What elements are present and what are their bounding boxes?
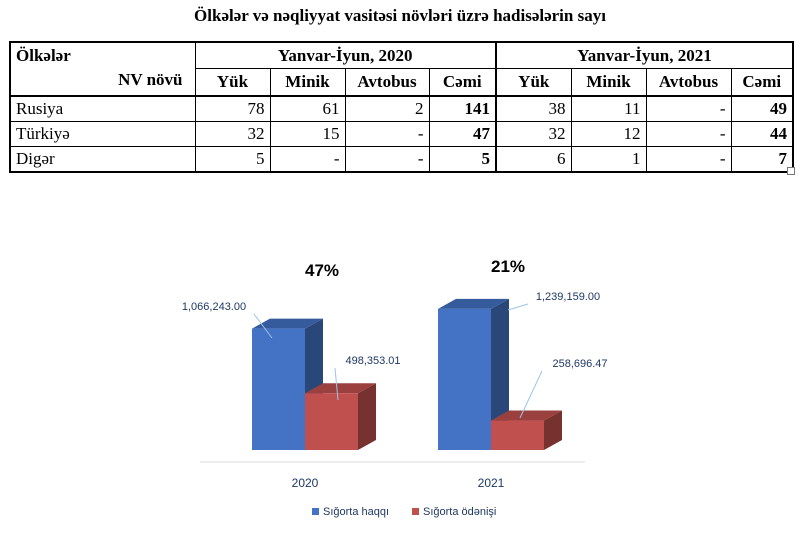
bar-sığorta-haqqı-2021 (438, 308, 491, 450)
value-cell: 32 (495, 121, 572, 147)
value-cell: 32 (194, 121, 271, 147)
value-cell: - (269, 146, 346, 173)
bar-top-face (438, 298, 509, 309)
data-label: 258,696.47 (552, 358, 607, 370)
data-label-leader (519, 370, 543, 419)
bar-side-face (544, 410, 562, 450)
country-cell: Türkiyə (9, 121, 196, 147)
column-header: Cəmi (428, 68, 497, 97)
corner-header: Ölkələr NV növü (9, 41, 196, 97)
category-label: 2021 (478, 476, 505, 490)
corner-countries-label: Ölkələr (16, 46, 71, 65)
column-header: Minik (269, 68, 346, 97)
column-header: Cəmi (730, 68, 794, 97)
column-header: Avtobus (344, 68, 430, 97)
value-cell: 2 (344, 95, 430, 122)
value-cell: - (645, 146, 732, 173)
value-cell: 11 (570, 95, 647, 122)
bar-sığorta-ödənişi-2021 (491, 420, 544, 450)
column-header: Yük (194, 68, 271, 97)
value-cell: - (645, 95, 732, 122)
legend-swatch (412, 508, 419, 515)
incidents-table: Ölkələr NV növü Yanvar-İyun, 2020 Yanvar… (9, 41, 795, 173)
total-cell: 141 (428, 95, 497, 122)
resize-handle[interactable] (787, 167, 795, 175)
table-row: Rusiya 78 61 2 141 38 11 - 49 (9, 95, 794, 122)
column-header: Avtobus (645, 68, 732, 97)
legend-swatch (312, 508, 319, 515)
data-label-leader (253, 313, 273, 339)
category-label: 2020 (292, 476, 319, 490)
column-header: Yük (495, 68, 572, 97)
percent-annotation: 47% (305, 261, 339, 280)
data-label-leader (334, 367, 339, 401)
table-row: Türkiyə 32 15 - 47 32 12 - 44 (9, 121, 794, 147)
value-cell: 6 (495, 146, 572, 173)
bar-sığorta-ödənişi-2020 (305, 393, 358, 450)
column-header: Minik (570, 68, 647, 97)
corner-vehicle-type-label: NV növü (118, 70, 183, 89)
bar-top-face (252, 318, 323, 329)
value-cell: 1 (570, 146, 647, 173)
table-title: Ölkələr və nəqliyyat vasitəsi növləri üz… (194, 6, 606, 25)
value-cell: 5 (194, 146, 271, 173)
value-cell: 38 (495, 95, 572, 122)
value-cell: - (344, 146, 430, 173)
insurance-bar-chart: 1,066,243.00 498,353.01 47% 2020 1,239,159.0… (182, 257, 608, 518)
data-label: 1,066,243.00 (182, 301, 246, 313)
table-row: Digər 5 - - 5 6 1 - 7 (9, 146, 794, 173)
legend-entry: Sığorta ödənişi (423, 506, 496, 518)
country-cell: Digər (9, 146, 196, 173)
value-cell: - (344, 121, 430, 147)
value-cell: 61 (269, 95, 346, 122)
bar-top-face (305, 383, 376, 394)
legend-entry: Sığorta haqqı (323, 506, 389, 518)
value-cell: 15 (269, 121, 346, 147)
bar-sığorta-haqqı-2020 (252, 328, 305, 450)
total-cell: 47 (428, 121, 497, 147)
period-header-2020: Yanvar-İyun, 2020 (194, 41, 497, 69)
bar-top-face (491, 410, 562, 421)
value-cell: 12 (570, 121, 647, 147)
data-label: 1,239,159.00 (536, 291, 600, 303)
percent-annotation: 21% (491, 257, 525, 276)
total-cell: 49 (730, 95, 794, 122)
data-label-leader (507, 303, 529, 311)
country-cell: Rusiya (9, 95, 196, 122)
value-cell: 78 (194, 95, 271, 122)
period-header-2021: Yanvar-İyun, 2021 (495, 41, 794, 69)
data-label: 498,353.01 (345, 355, 400, 367)
total-cell: 5 (428, 146, 497, 173)
total-cell: 7 (730, 146, 794, 173)
value-cell: - (645, 121, 732, 147)
bar-side-face (358, 383, 376, 450)
total-cell: 44 (730, 121, 794, 147)
bar-side-face (491, 298, 509, 450)
